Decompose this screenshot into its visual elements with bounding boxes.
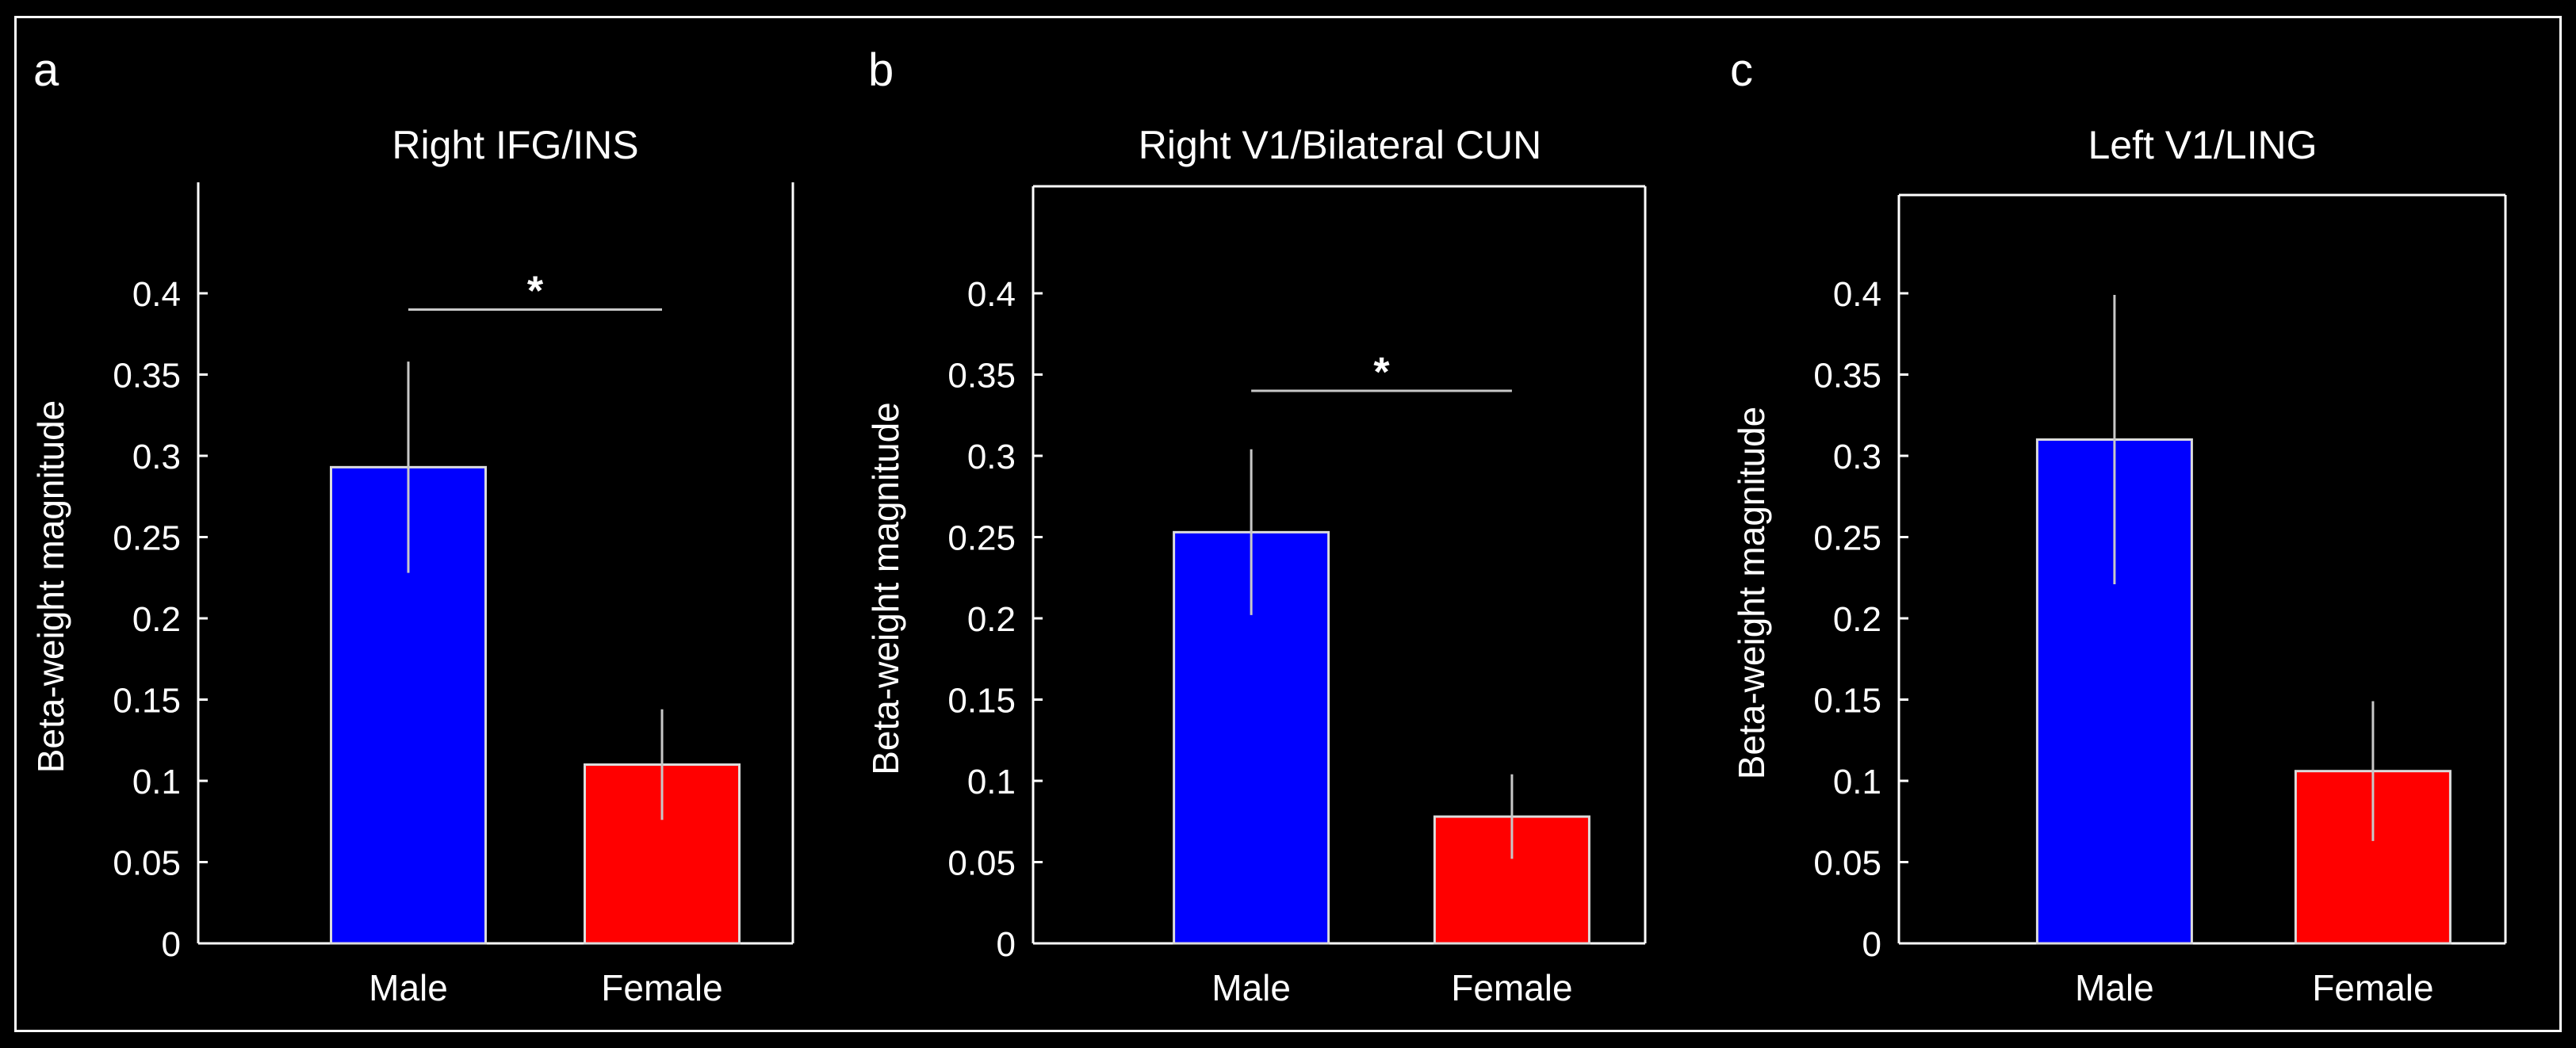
y-tick-label-c-5: 0.25 [1813, 519, 1881, 558]
y-tick-label-c-8: 0.4 [1833, 275, 1881, 314]
y-tick-label-b-7: 0.35 [947, 357, 1016, 396]
panel-title-c: Left V1/LING [2088, 123, 2317, 167]
y-tick-label-b-1: 0.05 [947, 844, 1016, 883]
y-axis-label-a: Beta-weight magnitude [30, 400, 71, 774]
y-tick-label-a-6: 0.3 [132, 438, 181, 476]
y-axis-label-c: Beta-weight magnitude [1731, 407, 1772, 780]
x-tick-label-a-female: Female [601, 967, 722, 1008]
y-tick-label-c-4: 0.2 [1833, 600, 1881, 639]
y-tick-label-b-6: 0.3 [967, 438, 1016, 476]
y-tick-label-a-2: 0.1 [132, 763, 181, 801]
panel-label-b: b [868, 44, 894, 96]
x-tick-label-b-male: Male [1211, 967, 1291, 1008]
y-tick-label-a-0: 0 [162, 925, 181, 964]
x-tick-label-b-female: Female [1451, 967, 1572, 1008]
x-tick-label-c-female: Female [2312, 967, 2433, 1008]
y-tick-label-b-3: 0.15 [947, 682, 1016, 721]
y-tick-label-a-3: 0.15 [113, 682, 181, 721]
y-tick-label-c-1: 0.05 [1813, 844, 1881, 883]
y-tick-label-c-2: 0.1 [1833, 763, 1881, 801]
y-tick-label-b-4: 0.2 [967, 600, 1016, 639]
y-tick-label-b-8: 0.4 [967, 275, 1016, 314]
y-tick-label-b-0: 0 [997, 925, 1016, 964]
y-tick-label-c-0: 0 [1862, 925, 1881, 964]
panel-label-c: c [1730, 44, 1753, 96]
y-tick-label-a-5: 0.25 [113, 519, 181, 558]
y-tick-label-c-7: 0.35 [1813, 357, 1881, 396]
significance-star-a: * [527, 269, 544, 315]
y-tick-label-b-2: 0.1 [967, 763, 1016, 801]
y-tick-label-a-4: 0.2 [132, 600, 181, 639]
y-tick-label-c-3: 0.15 [1813, 682, 1881, 721]
y-tick-label-c-6: 0.3 [1833, 438, 1881, 476]
panel-title-a: Right IFG/INS [392, 123, 638, 167]
x-tick-label-a-male: Male [369, 967, 448, 1008]
significance-star-b: * [1373, 350, 1390, 396]
y-tick-label-b-5: 0.25 [947, 519, 1016, 558]
x-tick-label-c-male: Male [2075, 967, 2154, 1008]
y-tick-label-a-1: 0.05 [113, 844, 181, 883]
panel-title-b: Right V1/Bilateral CUN [1139, 123, 1542, 167]
y-tick-label-a-7: 0.35 [113, 357, 181, 396]
y-tick-label-a-8: 0.4 [132, 275, 181, 314]
panel-label-a: a [33, 44, 59, 96]
y-axis-label-b: Beta-weight magnitude [865, 402, 906, 775]
